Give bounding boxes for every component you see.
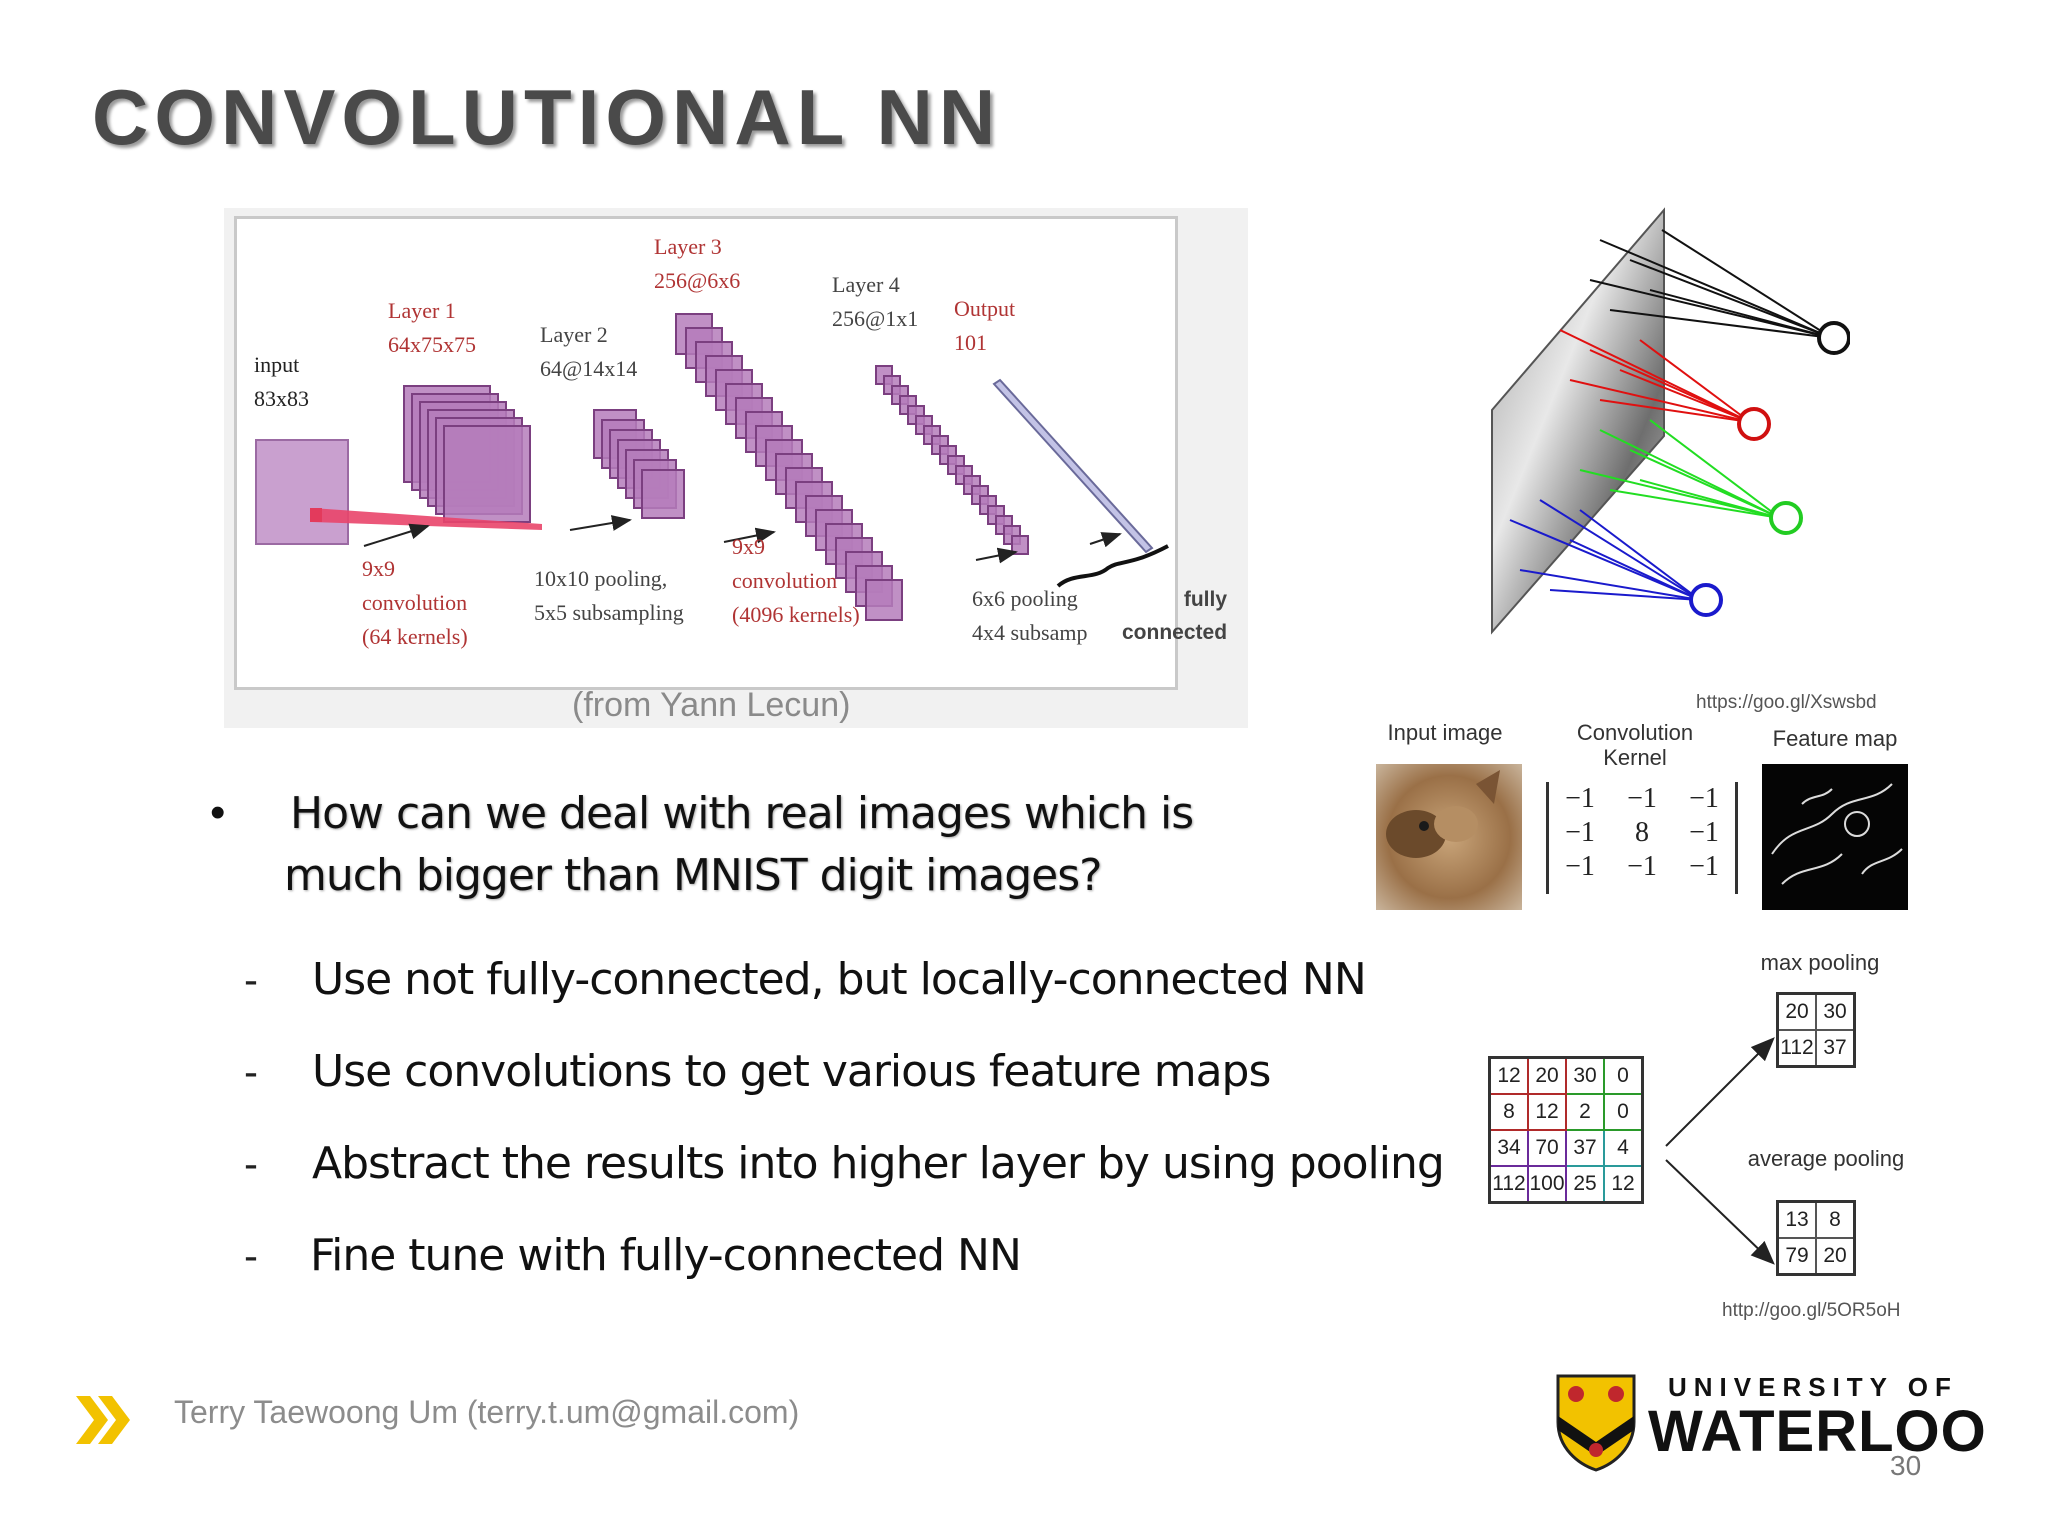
neuron-black: [1817, 321, 1850, 355]
neuron-green: [1769, 501, 1803, 535]
lecun-figure-frame: [234, 216, 1178, 690]
layer4-stack: [875, 365, 1029, 555]
conv-source-url: https://goo.gl/Xswsbd: [1696, 692, 1877, 713]
page-number: 30: [1890, 1450, 1922, 1481]
dash-2: -: [244, 1048, 258, 1095]
university-of-text: UNIVERSITY OF: [1668, 1372, 1958, 1402]
conv-beam: [312, 508, 542, 530]
kernel-matrix: −1 −1 −1 −1 8 −1 −1 −1 −1: [1546, 782, 1738, 894]
local-connection-diagram: [1491, 207, 1850, 635]
dash-4: -: [244, 1232, 258, 1279]
layer2-label: Layer 2 64@14x14: [540, 322, 638, 382]
sub-item-2: Use convolutions to get various feature …: [312, 1046, 1271, 1097]
fc-label: fully connected: [1122, 588, 1228, 644]
feature-map-image: [1762, 764, 1908, 910]
question-line-2: much bigger than MNIST digit images?: [284, 850, 1102, 901]
pooling-arrows: [1665, 1037, 1775, 1265]
figure-credit: (from Yann Lecun): [572, 686, 851, 724]
layer2-stack: [593, 409, 685, 519]
max-pooling-label: max pooling: [1760, 950, 1880, 975]
feature-map-label: Feature map: [1772, 726, 1898, 751]
sub-item-4: Fine tune with fully-connected NN: [310, 1230, 1022, 1281]
conv1-label: 9x9 convolution (64 kernels): [362, 556, 468, 650]
input-image: [1376, 764, 1522, 910]
sub-item-1: Use not fully-connected, but locally-con…: [312, 954, 1367, 1005]
sub-item-3: Abstract the results into higher layer b…: [312, 1138, 1445, 1189]
output-label: Output 101: [954, 296, 1016, 356]
max-pool-grid: 20 30 112 37: [1776, 992, 1856, 1068]
input-square: [255, 439, 349, 545]
pool2-label: 6x6 pooling 4x4 subsamp: [972, 586, 1088, 646]
pool-source-url: http://goo.gl/5OR5oH: [1722, 1300, 1901, 1321]
fc-brace: [1056, 544, 1169, 588]
layer1-stack: [403, 385, 531, 523]
question-line-1: How can we deal with real images which i…: [290, 788, 1194, 839]
dash-3: -: [244, 1140, 258, 1187]
kernel-label: Convolution Kernel: [1576, 720, 1694, 771]
input-label: input 83x83: [254, 352, 309, 412]
slide-title: CONVOLUTIONAL NN: [92, 73, 1002, 161]
layer3-label: Layer 3 256@6x6: [654, 234, 741, 294]
waterloo-text: WATERLOO: [1648, 1399, 1987, 1464]
waterloo-crest-logo: [1556, 1374, 1636, 1472]
lecun-diagram: [255, 313, 1169, 621]
input-image-label: Input image: [1387, 720, 1503, 745]
avg-pooling-label: average pooling: [1747, 1146, 1905, 1171]
pool1-label: 10x10 pooling, 5x5 subsampling: [534, 566, 684, 626]
bullet-dot: •: [210, 788, 226, 837]
layer3-stack: [675, 313, 903, 621]
avg-pool-grid: 13 8 79 20: [1776, 1200, 1856, 1276]
dash-1: -: [244, 956, 258, 1003]
layer1-label: Layer 1 64x75x75: [388, 298, 476, 358]
conv2-label: 9x9 convolution (4096 kernels): [732, 534, 860, 628]
layer4-label: Layer 4 256@1x1: [832, 272, 919, 332]
footer-author: Terry Taewoong Um (terry.t.um@gmail.com): [174, 1394, 800, 1430]
neuron-red: [1737, 407, 1771, 441]
chevron-double-icon: [76, 1396, 130, 1444]
neuron-blue: [1689, 583, 1723, 617]
output-bar: [992, 378, 1154, 554]
